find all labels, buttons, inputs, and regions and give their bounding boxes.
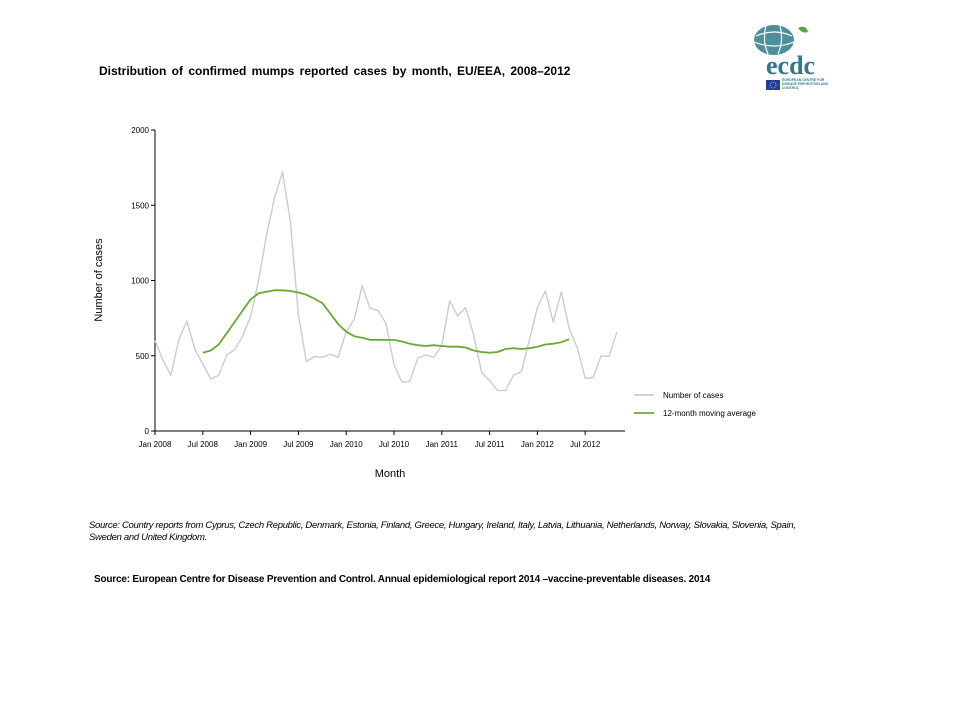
x-tick-label: Jan 2010 [330, 440, 363, 449]
leaf-icon [798, 26, 808, 33]
globe-grid [753, 25, 795, 55]
series-line-moving-average [202, 289, 570, 354]
x-tick-label: Jul 2008 [188, 440, 219, 449]
globe-icon [754, 25, 794, 55]
x-tick-label: Jul 2012 [570, 440, 601, 449]
logo-wordmark: ecdc [766, 51, 815, 80]
series-line-number-of-cases [154, 171, 618, 392]
y-tick-label: 1500 [131, 201, 149, 210]
report-source: Source: European Centre for Disease Prev… [94, 574, 711, 585]
chart-title: Distribution of confirmed mumps reported… [99, 64, 571, 78]
legend-label: 12-month moving average [663, 409, 756, 418]
y-tick-label: 2000 [131, 126, 149, 135]
x-tick-label: Jan 2012 [521, 440, 554, 449]
x-tick-label: Jul 2010 [379, 440, 410, 449]
mumps-line-chart: 0 500 1000 1500 2000 Jan 2008 Jul 2008 Jan 2009… [93, 126, 756, 480]
ecdc-logo: ecdc EUROPEAN CENTRE FOR DISEASE PREVENT… [748, 22, 832, 94]
eu-flag-icon [766, 80, 780, 90]
x-tick-label: Jan 2011 [426, 440, 459, 449]
y-tick-label: 0 [145, 427, 150, 436]
logo-subtext: EUROPEAN CENTRE FOR DISEASE PREVENTION A… [782, 78, 829, 90]
x-tick-label: Jan 2009 [234, 440, 267, 449]
x-axis-label: Month [375, 468, 406, 480]
x-tick-label: Jan 2008 [139, 440, 172, 449]
y-tick-label: 1000 [131, 277, 149, 286]
country-source-note: Source: Country reports from Cyprus, Cze… [89, 520, 796, 543]
y-tick-label: 500 [136, 352, 150, 361]
legend-label: Number of cases [663, 391, 723, 400]
x-tick-label: Jul 2009 [283, 440, 314, 449]
y-axis-label: Number of cases [93, 238, 105, 322]
x-tick-label: Jul 2011 [475, 440, 505, 449]
